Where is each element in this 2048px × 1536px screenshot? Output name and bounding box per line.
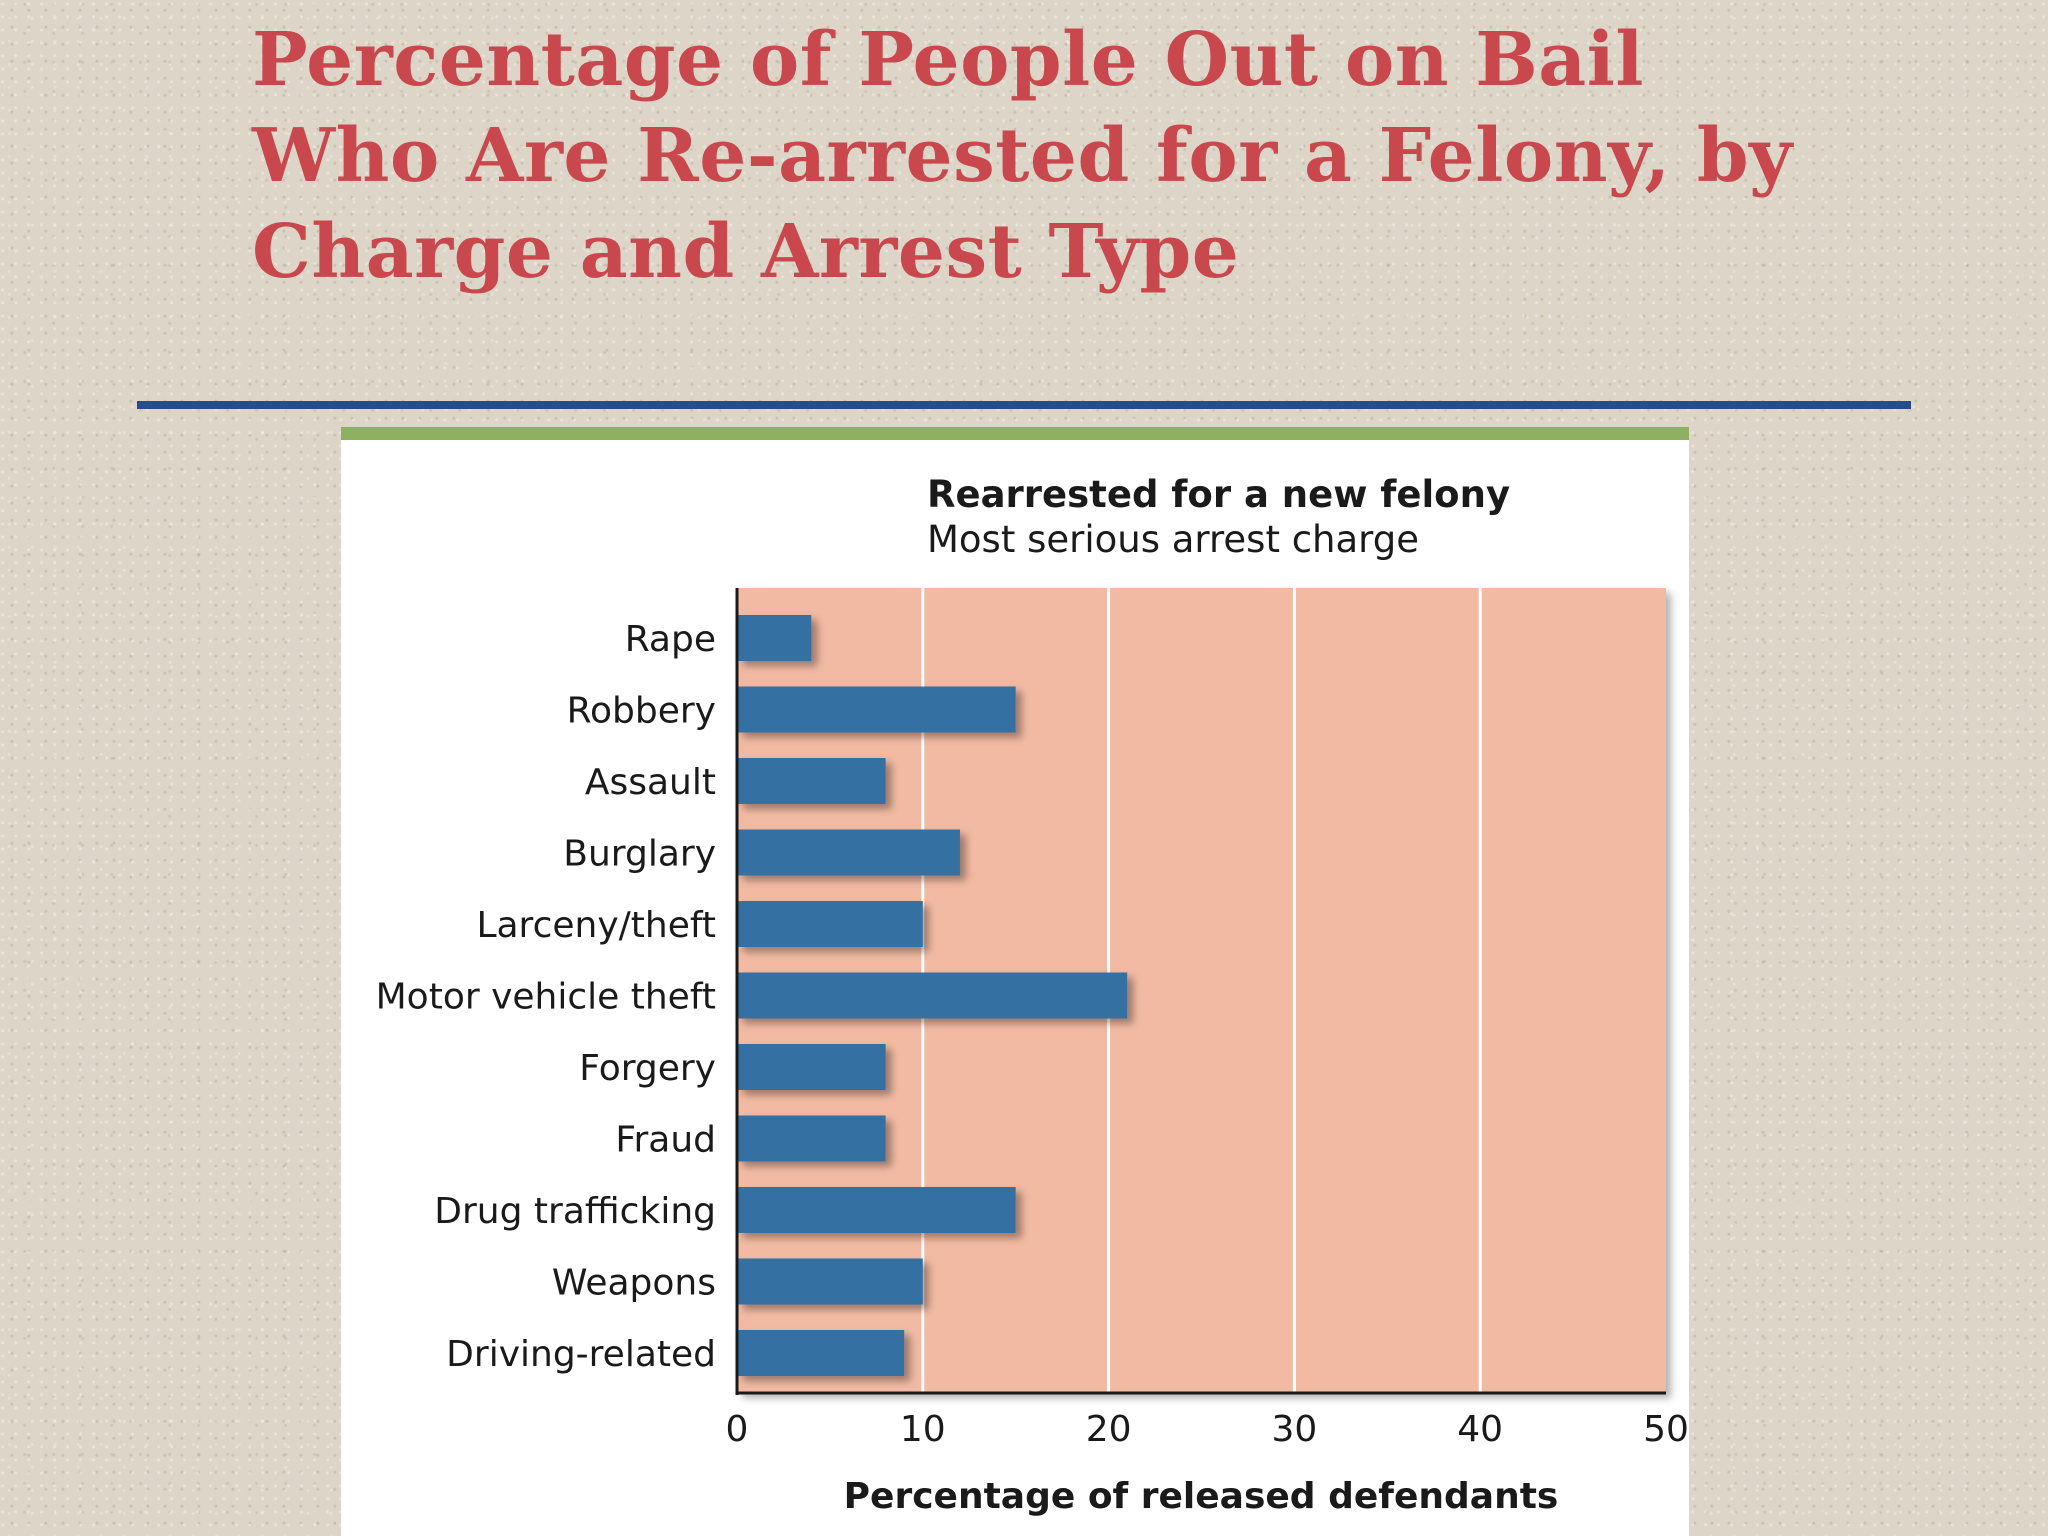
category-label: Driving-related [446,1334,716,1375]
category-label: Drug trafficking [434,1191,716,1232]
slide-title: Percentage of People Out on Bail Who Are… [252,17,1793,295]
x-tick-label: 10 [900,1409,946,1450]
x-tick-label: 50 [1643,1409,1689,1450]
category-label: Burglary [563,834,716,875]
category-label: Larceny/theft [476,905,716,946]
category-label: Motor vehicle theft [376,977,716,1018]
bar [737,1330,905,1376]
category-label: Rape [625,619,716,660]
x-tick-label: 40 [1457,1409,1503,1450]
bar [737,1044,886,1090]
bar [737,686,1016,733]
x-tick-label: 0 [726,1409,749,1450]
category-label: Robbery [567,691,716,732]
bar [737,901,923,947]
bar [737,1187,1016,1233]
bar [737,972,1128,1019]
chart-title: Rearrested for a new felony [927,473,1510,516]
x-axis-label: Percentage of released defendants [844,1476,1559,1517]
bar [737,1258,923,1305]
bar [737,1115,886,1162]
bar [737,758,886,804]
x-tick-label: 20 [1086,1409,1132,1450]
category-label: Forgery [579,1048,716,1089]
bar-chart: Rearrested for a new felony Most serious… [376,473,1689,1517]
x-tick-label: 30 [1271,1409,1317,1450]
bar [737,829,960,876]
title-divider [137,401,1911,409]
category-label: Weapons [552,1263,716,1304]
chart-card: Rearrested for a new felony Most serious… [341,427,1689,1536]
chart-card-accent-bar [341,427,1689,440]
bar [737,615,812,661]
category-label: Fraud [615,1120,716,1161]
category-label: Assault [585,762,716,803]
chart-subtitle: Most serious arrest charge [927,518,1419,561]
